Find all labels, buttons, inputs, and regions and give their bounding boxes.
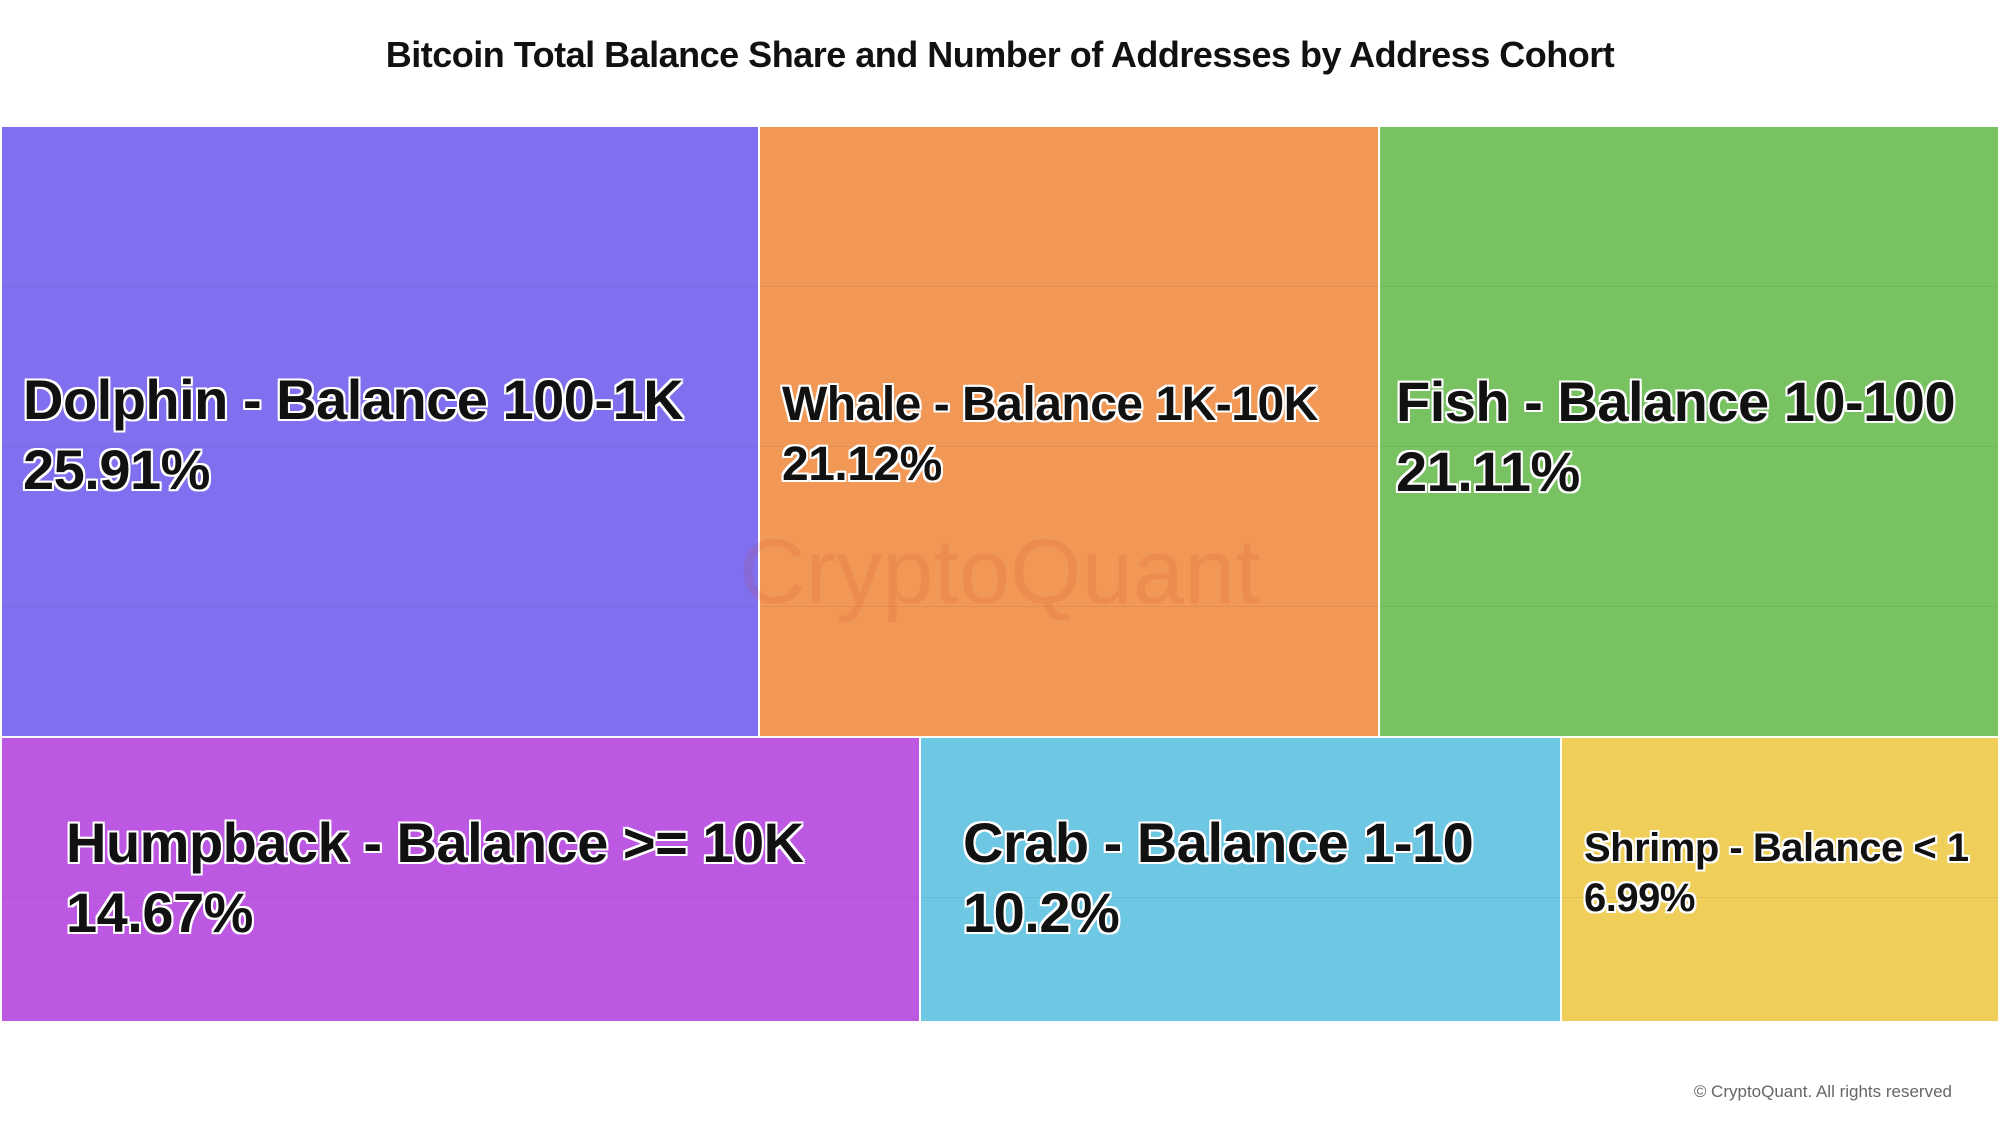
copyright-footer: © CryptoQuant. All rights reserved [1693, 1082, 1952, 1101]
cohort-name: Whale - Balance 1K-10K [782, 378, 1318, 431]
tile-label: Fish - Balance 10-100 21.11% [1396, 367, 1956, 507]
cohort-name: Shrimp - Balance < 1 [1584, 826, 1969, 870]
share-value: 21.11% [1396, 440, 1580, 503]
share-value: 21.12% [782, 438, 942, 491]
cohort-name: Fish - Balance 10-100 [1396, 370, 1956, 433]
treemap-tile[interactable]: Crab - Balance 1-10 10.2% [919, 736, 1562, 1023]
share-value: 25.91% [23, 438, 210, 501]
treemap-tile[interactable]: Dolphin - Balance 100-1K 25.91% [0, 125, 760, 738]
tile-label: Shrimp - Balance < 1 6.99% [1584, 823, 1969, 923]
tile-label: Humpback - Balance >= 10K 14.67% [66, 808, 804, 948]
share-value: 6.99% [1584, 876, 1695, 920]
treemap: Dolphin - Balance 100-1K 25.91% Whale - Ba… [0, 125, 2000, 1023]
tile-label: Whale - Balance 1K-10K 21.12% [782, 375, 1318, 495]
chart-title: Bitcoin Total Balance Share and Number o… [385, 34, 1615, 75]
treemap-tile[interactable]: Humpback - Balance >= 10K 14.67% [0, 736, 921, 1023]
share-value: 10.2% [963, 881, 1120, 944]
cohort-name: Humpback - Balance >= 10K [66, 811, 804, 874]
treemap-tile[interactable]: Fish - Balance 10-100 21.11% [1378, 125, 2000, 738]
share-value: 14.67% [66, 881, 253, 944]
cohort-name: Crab - Balance 1-10 [963, 811, 1474, 874]
treemap-tile[interactable]: Whale - Balance 1K-10K 21.12% [758, 125, 1380, 738]
treemap-tile[interactable]: Shrimp - Balance < 1 6.99% [1560, 736, 2000, 1023]
tile-label: Crab - Balance 1-10 10.2% [963, 808, 1474, 948]
tile-label: Dolphin - Balance 100-1K 25.91% [23, 365, 684, 505]
cohort-name: Dolphin - Balance 100-1K [23, 368, 684, 431]
